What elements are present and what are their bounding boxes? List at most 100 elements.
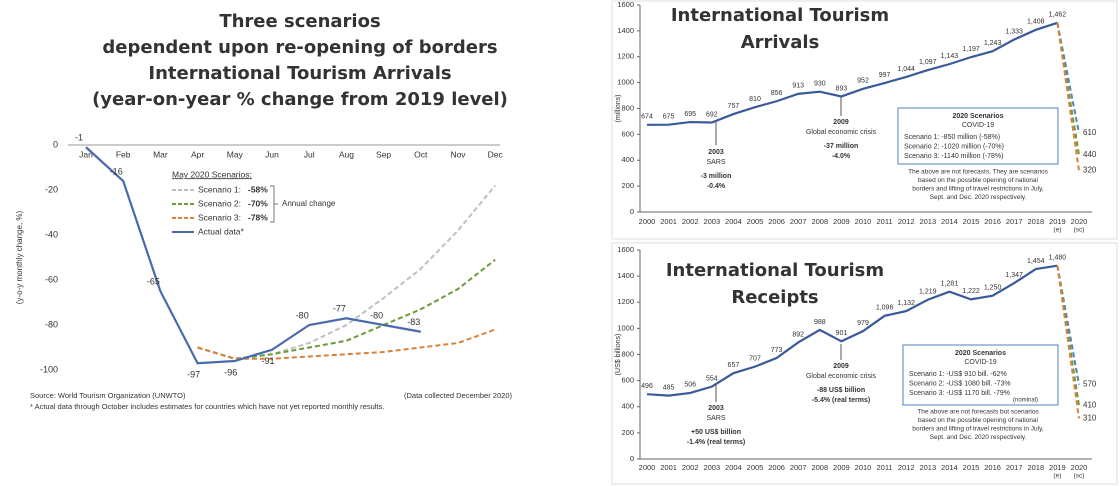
data-label: 893 (836, 85, 848, 92)
scenario-box-line: Scenario 3: -US$ 1170 bill. -79% (909, 390, 1010, 397)
x-tick-label: 2008 (811, 463, 828, 472)
x-tick-label: 2020 (1071, 463, 1088, 472)
x-tick-label: 2013 (919, 217, 936, 226)
annotation: 2009 (833, 363, 849, 370)
data-label: 773 (771, 347, 783, 354)
legend-value: -58% (248, 184, 268, 194)
data-label: 692 (706, 111, 718, 118)
data-label: 1,454 (1027, 258, 1045, 265)
legend-label: Scenario 3: (198, 212, 241, 222)
footnote: * Actual data through October includes e… (30, 402, 384, 411)
data-label: 707 (749, 355, 761, 362)
y-axis-label: (y-o-y monthly change, %) (15, 210, 24, 304)
x-tick-label: 2018 (1027, 217, 1044, 226)
y-tick-label: -100 (40, 364, 58, 374)
scenario-note: Sept. and Dec. 2020 respectively. (930, 194, 1027, 201)
legend-bracket (270, 185, 278, 223)
chart-title: (year-on-year % change from 2019 level) (92, 89, 508, 110)
data-label: 1,250 (984, 285, 1002, 292)
data-label: 1,243 (984, 40, 1002, 47)
scenario-line (1056, 265, 1080, 406)
x-tick-label: Apr (191, 149, 204, 159)
x-tick-label: 2017 (1006, 217, 1023, 226)
scenario-note: based on the possible opening of nationa… (918, 177, 1039, 184)
y-tick-label: 0 (630, 454, 634, 463)
data-label: 856 (771, 90, 783, 97)
y-tick-label: 800 (621, 103, 634, 112)
data-label: -91 (261, 356, 274, 366)
data-label: 496 (641, 383, 653, 390)
legend-title: May 2020 Scenarios: (172, 169, 252, 179)
data-label: 1,408 (1027, 19, 1045, 26)
x-tick-label: 2017 (1006, 463, 1023, 472)
chart-title: Three scenarios (219, 11, 380, 32)
x-tick-note: (sc) (1074, 473, 1085, 480)
annotation: -37 million (824, 143, 859, 150)
data-label: 554 (706, 375, 718, 382)
data-label: 913 (792, 83, 804, 90)
legend-bracket-label: Annual change (282, 199, 336, 208)
scenario-end-label: 610 (1083, 128, 1097, 137)
scenario-note: borders and lifting of travel restrictio… (912, 426, 1044, 433)
data-label: -80 (370, 310, 383, 320)
data-label: 485 (663, 384, 675, 391)
annotation: Global economic crisis (806, 129, 877, 136)
x-tick-label: 2009 (833, 463, 850, 472)
scenario-end-label: 440 (1083, 150, 1097, 159)
y-tick-label: 200 (621, 181, 634, 190)
chart-title: dependent upon re-opening of borders (102, 37, 497, 58)
data-label: 1,044 (897, 66, 915, 73)
x-tick-label: May (227, 149, 244, 159)
data-label: -16 (110, 166, 123, 176)
x-tick-label: 2016 (984, 217, 1001, 226)
scenario-line (1056, 22, 1080, 171)
y-tick-label: 1400 (617, 26, 634, 35)
x-tick-label: 2012 (898, 463, 915, 472)
annotation: Global economic crisis (806, 373, 877, 380)
x-tick-label: 2012 (898, 217, 915, 226)
scenario-note: The above are not forecasts but scenario… (917, 409, 1039, 416)
x-tick-label: 2006 (768, 463, 785, 472)
x-tick-label: 2001 (660, 463, 677, 472)
data-label: 695 (684, 111, 696, 118)
data-label: -65 (147, 277, 160, 287)
x-tick-label: 2005 (747, 217, 764, 226)
annotation: 2003 (708, 149, 724, 156)
x-tick-label: 2008 (811, 217, 828, 226)
scenario-box-heading: 2020 Scenarios (955, 350, 1006, 357)
y-tick-label: 1000 (617, 323, 634, 332)
y-tick-label: 0 (53, 139, 58, 149)
scenario-note: borders and lifting of travel restrictio… (912, 186, 1044, 193)
scenario-box-footer: (nominal) (1013, 398, 1038, 404)
x-tick-label: 2005 (747, 463, 764, 472)
chart-title: Arrivals (741, 32, 820, 53)
x-tick-label: 2009 (833, 217, 850, 226)
scenario-box-line: Scenario 1: -US$ 910 bill. -62% (909, 371, 1007, 378)
scenario-box-line: Scenario 1: -850 million (-58%) (904, 134, 1000, 141)
x-tick-label: 2015 (963, 463, 980, 472)
legend-label: Scenario 1: (198, 184, 241, 194)
data-line (646, 264, 1058, 397)
x-tick-label: Mar (153, 149, 168, 159)
data-label: 1,347 (1005, 272, 1023, 279)
x-tick-label: 2019 (1049, 463, 1066, 472)
panel-border (611, 242, 1118, 485)
data-label: 675 (663, 114, 675, 121)
data-line (646, 21, 1058, 126)
y-tick-label: 1400 (617, 271, 634, 280)
x-tick-label: 2011 (877, 463, 893, 472)
y-axis-label: (millions) (615, 95, 622, 123)
data-label: 1,480 (1049, 255, 1067, 262)
x-tick-label: 2020 (1071, 217, 1088, 226)
data-label: 901 (836, 330, 848, 337)
data-label: 930 (814, 81, 826, 88)
y-tick-label: 400 (621, 402, 634, 411)
data-label: 1,143 (941, 53, 959, 60)
x-tick-label: Aug (339, 149, 354, 159)
y-tick-label: 200 (621, 428, 634, 437)
x-tick-label: 2000 (639, 463, 656, 472)
y-tick-label: 1600 (617, 0, 634, 9)
data-label: 657 (728, 362, 740, 369)
data-label: -1 (75, 133, 83, 143)
y-axis-label: (US$ billions) (615, 334, 622, 376)
